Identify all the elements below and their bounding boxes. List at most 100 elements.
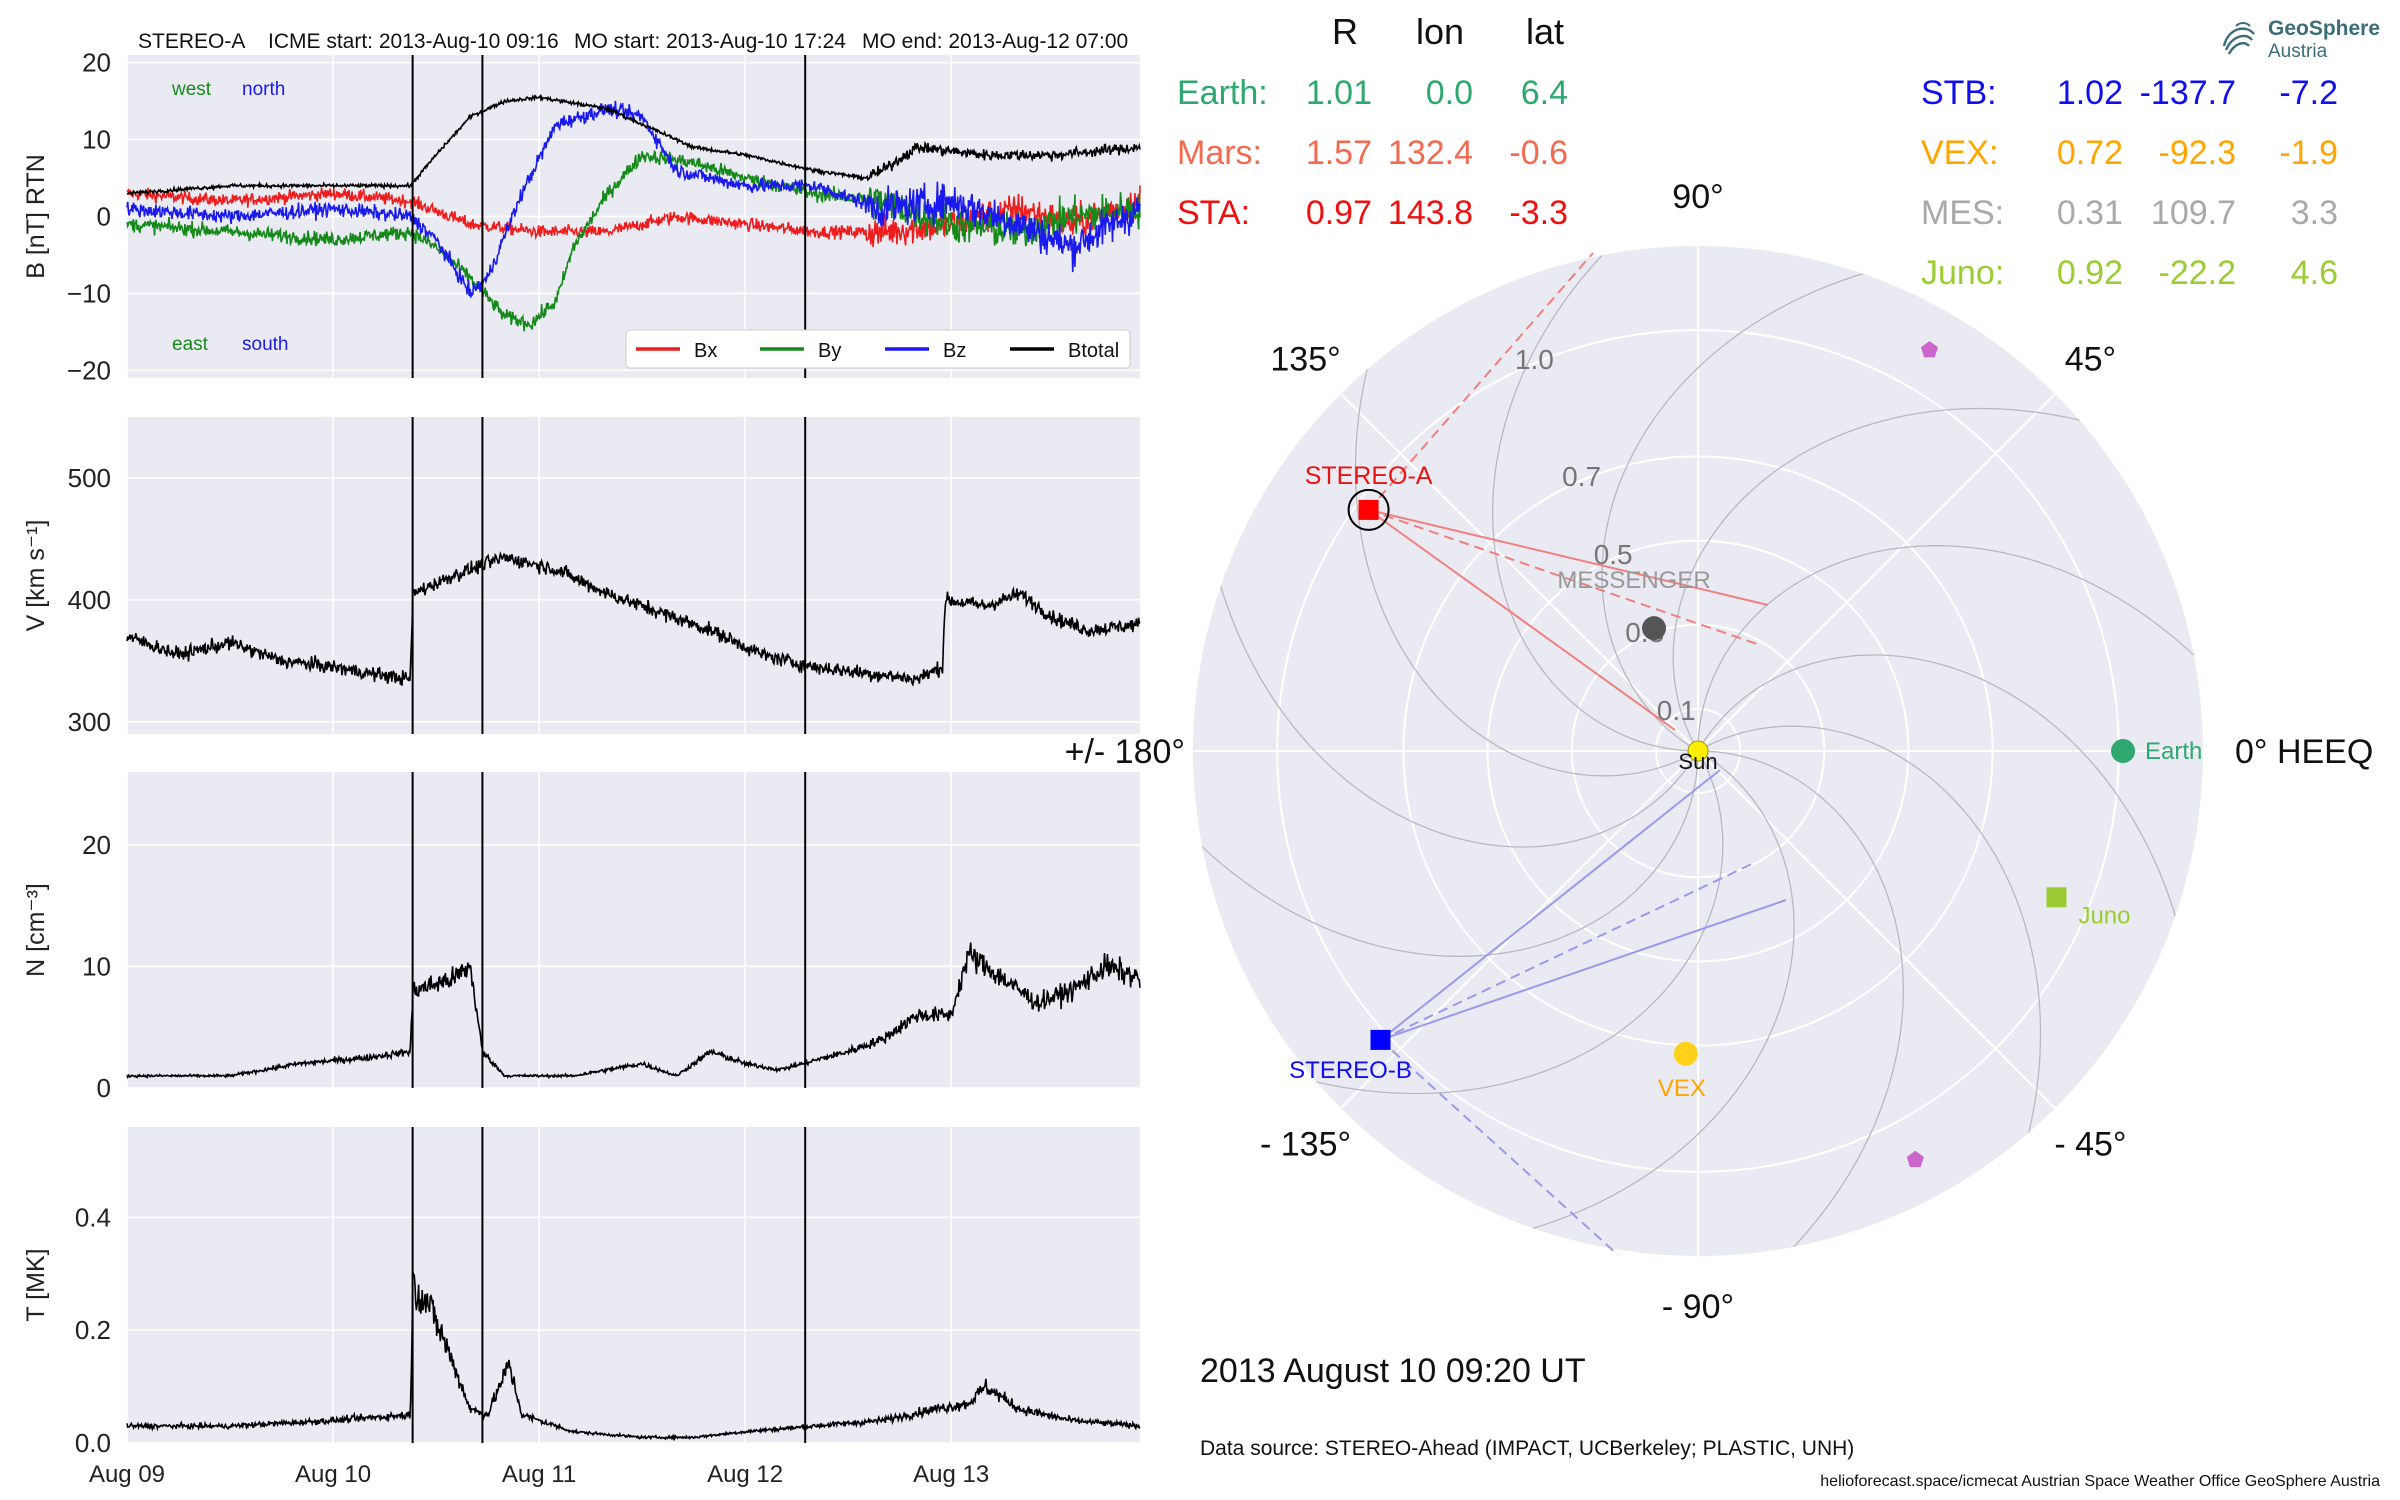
angle-label: 45° — [2065, 341, 2116, 379]
row-lat: 6.4 — [1521, 74, 1568, 112]
table-row-stb: STB: 1.02 -137.7 -7.2 — [1921, 74, 2338, 112]
y-tick-label: 20 — [82, 48, 111, 78]
row-name: Earth: — [1177, 74, 1268, 112]
row-name: Juno: — [1921, 254, 2004, 292]
table-row-vex: VEX: 0.72 -92.3 -1.9 — [1921, 134, 2338, 172]
row-r: 0.97 — [1306, 194, 1372, 232]
fov-line-dashed — [1368, 508, 1761, 646]
mo-start-label: MO start: 2013-Aug-10 17:24 — [574, 30, 846, 53]
table-row-mars: Mars: 1.57 132.4 -0.6 — [1177, 134, 1568, 172]
angle-label: 0° HEEQ — [2235, 733, 2373, 771]
legend-box — [625, 329, 1131, 369]
icme-start-label: ICME start: 2013-Aug-10 09:16 — [268, 30, 559, 53]
annotation-north: north — [242, 79, 285, 100]
series-line — [126, 942, 1141, 1080]
y-axis-label: T [MK] — [22, 1248, 50, 1321]
y-tick-label: −10 — [67, 278, 111, 308]
fov-line-dashed — [1367, 252, 1594, 511]
row-lat: -1.9 — [2279, 134, 2338, 172]
y-axis-label: N [cm⁻³] — [22, 883, 50, 977]
r-tick-label: 0.7 — [1562, 461, 1601, 492]
series-line-btotal — [126, 93, 1141, 198]
parker-spiral-line — [1697, 725, 2042, 1203]
y-tick-label: −20 — [67, 355, 111, 385]
parker-spiral-line — [1697, 545, 2203, 751]
event-header: STEREO-A ICME start: 2013-Aug-10 09:16 M… — [138, 30, 1128, 53]
x-tick-label: Aug 10 — [295, 1461, 371, 1488]
series-line — [126, 551, 1141, 687]
legend: Bx By Bz Btotal — [625, 329, 1131, 369]
x-tick-label: Aug 13 — [913, 1461, 989, 1488]
body-label: STEREO-A — [1305, 462, 1433, 490]
polar-grid-spoke — [1340, 393, 1699, 752]
series-line-by — [126, 149, 1141, 332]
panel-speed: 500 400 300 V [km s⁻¹] — [22, 417, 1141, 737]
panel-density: 20 10 0 N [cm⁻³] — [22, 772, 1141, 1103]
y-axis-label: B [nT] RTN — [22, 154, 50, 279]
polar-grid-spoke — [1697, 750, 2056, 1109]
brand-subtitle: Austria — [2268, 41, 2328, 62]
body-marker — [1358, 499, 1379, 520]
body-label: MESSENGER — [1557, 567, 1710, 594]
fov-line — [1379, 769, 1721, 1041]
parker-spiral-line — [1461, 750, 1795, 1245]
stereo-b-fov-lines — [1379, 769, 1787, 1256]
y-tick-label: 0.4 — [75, 1202, 111, 1232]
row-r: 1.02 — [2057, 74, 2123, 112]
legend-label-bz: Bz — [943, 340, 966, 362]
mo-end-label: MO end: 2013-Aug-12 07:00 — [862, 30, 1128, 53]
parker-spiral-line — [1204, 514, 1699, 848]
legend-label-bx: Bx — [694, 340, 717, 362]
angle-label: +/- 180° — [1065, 733, 1185, 771]
body-earth: Earth — [2111, 738, 2202, 765]
table-row-mes: MES: 0.31 109.7 3.3 — [1921, 194, 2338, 232]
body-label: Juno — [2078, 902, 2130, 929]
fov-line-dashed — [1380, 861, 1757, 1041]
x-tick-label: Aug 09 — [89, 1461, 165, 1488]
header-lon: lon — [1416, 11, 1464, 52]
row-lon: -22.2 — [2159, 254, 2237, 292]
legend-label-by: By — [818, 340, 841, 362]
body-label: VEX — [1658, 1075, 1706, 1102]
plot-timestamp: 2013 August 10 09:20 UT — [1200, 1352, 1586, 1390]
y-tick-label: 300 — [68, 707, 111, 737]
fov-line-dashed — [1379, 1039, 1619, 1256]
y-tick-label: 10 — [82, 125, 111, 155]
positions-table: Earth: 1.01 0.0 6.4 Mars: 1.57 132.4 -0.6 STA: 0.… — [1177, 74, 2338, 292]
row-lat: -7.2 — [2279, 74, 2338, 112]
angle-label: 135° — [1270, 341, 1340, 379]
brand-name: GeoSphere — [2268, 17, 2381, 40]
body-label: Earth — [2145, 738, 2202, 765]
time-series-panels: 20 10 0 −10 −20 B [nT] RTN west north east south B… — [22, 48, 1141, 1488]
panel-background — [127, 1127, 1140, 1443]
y-tick-label: 0.0 — [75, 1428, 111, 1458]
row-name: STB: — [1921, 74, 1997, 112]
series-line-bx — [126, 185, 1141, 248]
series-line-bz — [126, 100, 1141, 298]
table-row-sta: STA: 0.97 143.8 -3.3 — [1177, 194, 1568, 232]
y-tick-label: 0.2 — [75, 1315, 111, 1345]
row-r: 0.31 — [2057, 194, 2123, 232]
y-tick-label: 500 — [68, 463, 111, 493]
parker-spiral-line — [1492, 246, 1698, 752]
parker-spiral-line — [1672, 407, 2150, 752]
parker-spiral-line — [1601, 257, 1935, 752]
y-tick-label: 0 — [97, 202, 111, 232]
parker-spirals — [1193, 246, 2203, 1256]
legend-label-btotal: Btotal — [1068, 340, 1119, 362]
positions-table-header: R lon lat — [1332, 11, 1564, 52]
row-lon: -92.3 — [2159, 134, 2237, 172]
r-tick-label: 1.0 — [1515, 344, 1554, 375]
row-r: 0.72 — [2057, 134, 2123, 172]
angle-label: - 45° — [2054, 1125, 2126, 1163]
row-lat: 4.6 — [2291, 254, 2338, 292]
polar-grid-spoke — [1697, 393, 2056, 752]
body-marker — [1673, 1041, 1698, 1066]
body-marker — [1642, 616, 1667, 641]
body-juno: Juno — [2046, 887, 2131, 929]
body-marker — [1370, 1029, 1391, 1050]
row-name: STA: — [1177, 194, 1250, 232]
geosphere-swirl-icon — [2222, 22, 2255, 55]
row-r: 1.01 — [1306, 74, 1372, 112]
